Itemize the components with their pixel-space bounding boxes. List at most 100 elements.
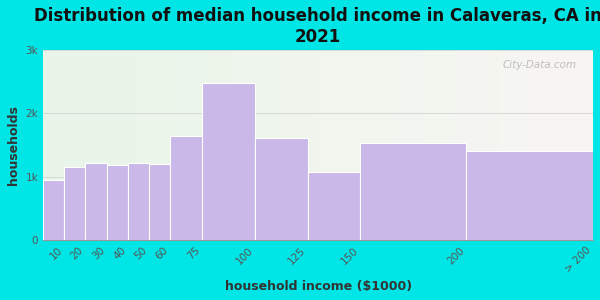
Bar	[356, 50, 362, 240]
Bar	[65, 50, 71, 240]
Bar	[582, 50, 587, 240]
Bar	[202, 83, 254, 240]
Bar	[533, 50, 538, 240]
Bar	[43, 180, 64, 240]
Bar	[368, 50, 373, 240]
Bar	[208, 50, 214, 240]
Bar	[389, 50, 395, 240]
Bar	[329, 50, 335, 240]
Bar	[149, 164, 170, 240]
Bar	[362, 50, 368, 240]
Bar	[395, 50, 401, 240]
Bar	[494, 50, 500, 240]
Bar	[254, 137, 308, 240]
Bar	[450, 50, 455, 240]
Bar	[247, 50, 252, 240]
Bar	[527, 50, 533, 240]
Bar	[467, 50, 472, 240]
Bar	[554, 50, 560, 240]
Bar	[412, 50, 417, 240]
Bar	[98, 50, 104, 240]
Bar	[505, 50, 511, 240]
Bar	[59, 50, 65, 240]
Bar	[241, 50, 247, 240]
Bar	[43, 50, 49, 240]
X-axis label: household income ($1000): household income ($1000)	[224, 280, 412, 293]
Bar	[401, 50, 406, 240]
Bar	[472, 50, 478, 240]
Bar	[335, 50, 340, 240]
Bar	[566, 50, 571, 240]
Bar	[142, 50, 148, 240]
Bar	[434, 50, 439, 240]
Bar	[587, 50, 593, 240]
Bar	[230, 50, 236, 240]
Bar	[560, 50, 566, 240]
Bar	[323, 50, 329, 240]
Bar	[197, 50, 203, 240]
Text: City-Data.com: City-Data.com	[502, 60, 577, 70]
Bar	[445, 50, 450, 240]
Bar	[219, 50, 224, 240]
Bar	[488, 50, 494, 240]
Bar	[214, 50, 219, 240]
Bar	[296, 50, 302, 240]
Bar	[203, 50, 208, 240]
Bar	[85, 163, 107, 240]
Bar	[186, 50, 191, 240]
Bar	[109, 50, 115, 240]
Bar	[158, 50, 164, 240]
Bar	[455, 50, 461, 240]
Bar	[483, 50, 488, 240]
Bar	[428, 50, 434, 240]
Bar	[373, 50, 379, 240]
Bar	[308, 172, 361, 240]
Bar	[104, 50, 109, 240]
Bar	[71, 50, 76, 240]
Bar	[340, 50, 346, 240]
Bar	[49, 50, 54, 240]
Bar	[170, 136, 202, 240]
Bar	[571, 50, 577, 240]
Bar	[285, 50, 290, 240]
Bar	[280, 50, 285, 240]
Bar	[257, 50, 263, 240]
Bar	[64, 167, 85, 240]
Bar	[120, 50, 125, 240]
Bar	[137, 50, 142, 240]
Bar	[466, 152, 593, 240]
Bar	[361, 143, 466, 240]
Bar	[269, 50, 274, 240]
Bar	[577, 50, 582, 240]
Bar	[351, 50, 356, 240]
Bar	[313, 50, 318, 240]
Bar	[92, 50, 98, 240]
Bar	[544, 50, 549, 240]
Bar	[461, 50, 467, 240]
Bar	[153, 50, 158, 240]
Bar	[384, 50, 389, 240]
Bar	[549, 50, 554, 240]
Bar	[125, 50, 131, 240]
Title: Distribution of median household income in Calaveras, CA in
2021: Distribution of median household income …	[34, 7, 600, 46]
Bar	[439, 50, 445, 240]
Bar	[115, 50, 120, 240]
Bar	[76, 50, 82, 240]
Bar	[87, 50, 92, 240]
Bar	[164, 50, 170, 240]
Bar	[422, 50, 428, 240]
Bar	[346, 50, 351, 240]
Bar	[417, 50, 422, 240]
Bar	[500, 50, 505, 240]
Bar	[175, 50, 181, 240]
Bar	[252, 50, 257, 240]
Bar	[290, 50, 296, 240]
Bar	[181, 50, 186, 240]
Bar	[82, 50, 87, 240]
Bar	[511, 50, 516, 240]
Bar	[107, 165, 128, 240]
Bar	[307, 50, 313, 240]
Y-axis label: households: households	[7, 105, 20, 185]
Bar	[224, 50, 230, 240]
Bar	[302, 50, 307, 240]
